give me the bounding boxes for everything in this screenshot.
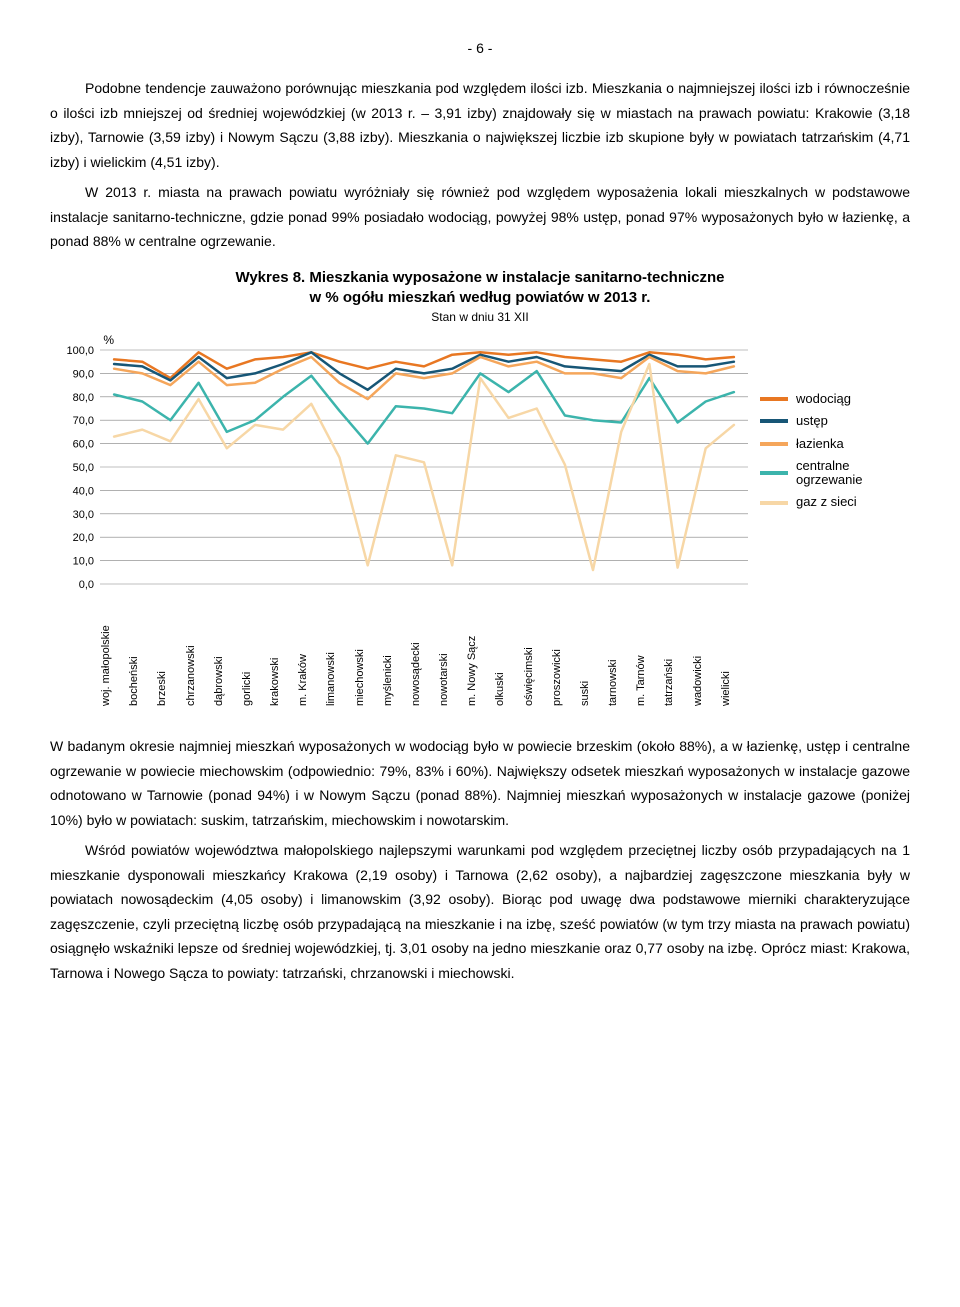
paragraph-3: W badanym okresie najmniej mieszkań wypo… — [50, 734, 910, 832]
legend-item: łazienka — [760, 437, 863, 451]
svg-text:0,0: 0,0 — [79, 579, 94, 590]
x-axis-label: chrzanowski — [185, 596, 213, 708]
x-axis-label: miechowski — [354, 596, 382, 708]
paragraph-4: Wśród powiatów województwa małopolskiego… — [50, 838, 910, 985]
x-axis-label: m. Nowy Sącz — [466, 596, 494, 708]
chart-legend: wodociąg ustęp łazienka centralneogrzewanie… — [750, 330, 863, 518]
x-axis-label: tarnowski — [607, 596, 635, 708]
legend-item: ustęp — [760, 414, 863, 428]
x-axis-label: limanowski — [325, 596, 353, 708]
x-axis-label: nowotarski — [438, 596, 466, 708]
svg-text:20,0: 20,0 — [73, 532, 94, 544]
svg-text:70,0: 70,0 — [73, 415, 94, 427]
x-axis-label: proszowicki — [551, 596, 579, 708]
paragraph-2: W 2013 r. miasta na prawach powiatu wyró… — [50, 180, 910, 254]
legend-label: łazienka — [796, 437, 844, 451]
x-axis-label: nowosądecki — [410, 596, 438, 708]
paragraph-1: Podobne tendencje zauważono porównując m… — [50, 76, 910, 174]
legend-item: wodociąg — [760, 392, 863, 406]
legend-label: ustęp — [796, 414, 828, 428]
svg-text:80,0: 80,0 — [73, 392, 94, 404]
legend-swatch — [760, 419, 788, 423]
legend-swatch — [760, 397, 788, 401]
svg-text:50,0: 50,0 — [73, 462, 94, 474]
x-axis-label: myślenicki — [382, 596, 410, 708]
chart-container: 0,0 10,0 20,0 30,0 40,0 50,0 60,0 70,0 80,0 90,0 1… — [50, 330, 910, 590]
x-axis-label: wielicki — [720, 596, 748, 708]
legend-label: wodociąg — [796, 392, 851, 406]
legend-label: gaz z sieci — [796, 495, 857, 509]
x-axis-label: bocheński — [128, 596, 156, 708]
svg-text:60,0: 60,0 — [73, 439, 94, 451]
x-axis-label: dąbrowski — [213, 596, 241, 708]
chart-subtitle: Stan w dniu 31 XII — [50, 310, 910, 324]
svg-text:40,0: 40,0 — [73, 485, 94, 497]
x-axis-label: m. Tarnów — [635, 596, 663, 708]
x-axis-label: krakowski — [269, 596, 297, 708]
x-axis-label: tatrzański — [663, 596, 691, 708]
svg-text:100,0: 100,0 — [66, 345, 94, 357]
chart-title: Wykres 8. Mieszkania wyposażone w instal… — [50, 268, 910, 309]
x-axis-label: woj. małopolskie — [100, 596, 128, 708]
svg-text:%: % — [103, 333, 114, 347]
legend-swatch — [760, 471, 788, 475]
legend-swatch — [760, 501, 788, 505]
x-axis-label: m. Kraków — [297, 596, 325, 708]
x-axis-label: gorlicki — [241, 596, 269, 708]
svg-text:30,0: 30,0 — [73, 509, 94, 521]
legend-swatch — [760, 442, 788, 446]
x-axis-label: brzeski — [156, 596, 184, 708]
x-axis-label: olkuski — [494, 596, 522, 708]
chart-title-line1: Wykres 8. Mieszkania wyposażone w instal… — [235, 269, 724, 286]
x-axis-label: suski — [579, 596, 607, 708]
svg-text:90,0: 90,0 — [73, 368, 94, 380]
svg-text:10,0: 10,0 — [73, 556, 94, 568]
chart-title-line2: w % ogółu mieszkań według powiatów w 201… — [310, 289, 651, 306]
x-axis-label: oświęcimski — [523, 596, 551, 708]
x-axis-label: wadowicki — [692, 596, 720, 708]
page-number: - 6 - — [50, 40, 910, 56]
line-chart: 0,0 10,0 20,0 30,0 40,0 50,0 60,0 70,0 80,0 90,0 1… — [50, 330, 750, 590]
legend-item: centralneogrzewanie — [760, 459, 863, 488]
legend-item: gaz z sieci — [760, 495, 863, 509]
chart-x-labels: woj. małopolskiebocheńskibrzeskichrzanow… — [50, 596, 748, 708]
legend-label: centralneogrzewanie — [796, 459, 863, 488]
